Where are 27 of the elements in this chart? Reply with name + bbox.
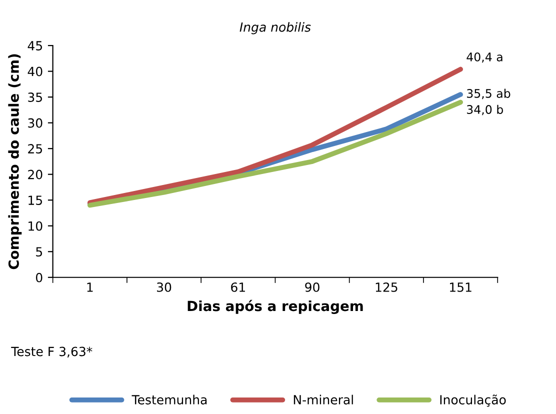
chart-title: Inga nobilis (240, 22, 311, 34)
x-tick-label: 30 (157, 282, 172, 292)
y-tick-label: 25 (28, 144, 42, 154)
data-label: 40,4 a (466, 52, 502, 63)
y-tick-label: 10 (28, 221, 42, 231)
y-axis-title: Comprimento do caule (cm) (8, 54, 22, 270)
legend-label: N-mineral (294, 394, 353, 404)
y-tick-label: 20 (28, 170, 42, 180)
y-tick-label: 45 (28, 41, 42, 50)
data-label: 34,0 b (467, 104, 503, 116)
x-axis-title: Dias após a repicagem (188, 300, 363, 314)
x-tick-label: 125 (376, 282, 398, 292)
data-label: 35,5 ab (467, 88, 510, 100)
y-tick-label: 40 (28, 66, 42, 76)
y-tick-label: 35 (28, 92, 42, 102)
x-tick-label: 61 (231, 282, 245, 292)
y-tick-label: 0 (36, 272, 42, 282)
text: Teste F 3,63* (11, 346, 92, 358)
line-series (87, 66, 463, 206)
legend-label: Inoculação (440, 394, 506, 407)
y-tick-label: 15 (28, 196, 42, 206)
y-tick-label: 5 (36, 247, 42, 257)
x-tick-label: 1 (87, 282, 93, 292)
x-tick-label: 90 (305, 282, 320, 292)
legend-label: Testemunha (132, 394, 207, 404)
x-tick-label: 151 (450, 282, 472, 292)
y-tick-label: 30 (28, 118, 42, 128)
